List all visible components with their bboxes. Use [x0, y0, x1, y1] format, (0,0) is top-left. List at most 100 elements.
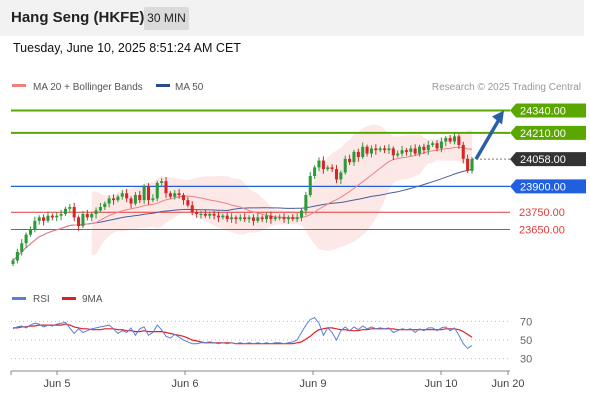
candle-body — [125, 193, 129, 199]
candle-body — [278, 217, 282, 219]
candle-body — [286, 217, 290, 220]
candle-body — [238, 217, 242, 220]
price-levels-layer — [11, 109, 510, 230]
candle-body — [265, 215, 269, 220]
candle-body — [155, 182, 159, 199]
candle-body — [212, 213, 216, 216]
candle-body — [343, 158, 347, 173]
candle-body — [295, 217, 299, 220]
rsi-tick-label: 30 — [520, 354, 532, 366]
rsi-ma-line — [13, 323, 473, 345]
candle-body — [11, 260, 15, 264]
candle-body — [28, 229, 33, 235]
ma50-legend-label: MA 50 — [175, 82, 204, 93]
candle-body — [256, 217, 260, 221]
level-label-24340: 24340.00 — [520, 106, 566, 118]
candle-body — [68, 207, 72, 209]
rsi-panel: 70 50 30 — [11, 316, 532, 366]
candle-body — [387, 148, 391, 151]
candle-body — [81, 213, 85, 227]
candle-body — [221, 215, 225, 218]
candle-body — [282, 217, 286, 220]
candle-body — [225, 215, 229, 220]
candle-body — [55, 215, 59, 218]
candle-body — [15, 251, 19, 261]
candles-layer — [11, 132, 474, 267]
candle-body — [365, 146, 369, 154]
target-arrow-head — [492, 110, 504, 125]
candle-body — [326, 167, 330, 170]
candle-body — [37, 217, 41, 221]
candle-body — [400, 150, 404, 154]
level-tag-24058 — [510, 152, 586, 167]
candle-body — [72, 207, 76, 218]
candle-body — [103, 203, 107, 208]
x-tick-label: Jun 10 — [424, 378, 457, 390]
timeframe-badge[interactable]: 30 MIN — [144, 7, 189, 30]
candle-body — [378, 148, 382, 151]
candle-body — [138, 194, 142, 201]
candle-body — [59, 213, 63, 216]
candle-body — [112, 198, 116, 201]
ma20-legend-label: MA 20 + Bollinger Bands — [33, 82, 143, 93]
candle-body — [439, 141, 443, 149]
legend: MA 20 + Bollinger Bands MA 50 Research ©… — [12, 82, 581, 305]
candle-body — [413, 148, 417, 154]
credit-text: Research © 2025 Trading Central — [432, 82, 581, 93]
candle-body — [208, 213, 212, 216]
candle-body — [107, 198, 111, 204]
candle-body — [431, 143, 435, 145]
candle-body — [374, 148, 378, 151]
instrument-title: Hang Seng (HKFE) — [11, 9, 145, 26]
candle-body — [46, 215, 50, 221]
candle-body — [94, 210, 98, 214]
level-label-23650: 23650.00 — [519, 224, 565, 236]
level-tag-24340 — [510, 103, 586, 118]
target-arrow-shaft — [474, 118, 501, 161]
candle-body — [151, 198, 155, 201]
candle-body — [50, 215, 54, 218]
candle-body — [98, 207, 102, 211]
candle-body — [452, 136, 457, 142]
candle-body — [330, 167, 334, 170]
candle-body — [85, 213, 89, 218]
candle-body — [334, 169, 339, 180]
candle-body — [466, 158, 470, 171]
candle-body — [457, 136, 461, 145]
candle-body — [168, 193, 172, 197]
candle-body — [33, 220, 37, 230]
candle-body — [164, 181, 168, 194]
candle-body — [396, 153, 400, 156]
candle-body — [42, 217, 46, 221]
candle-body — [313, 167, 317, 177]
rsi-ma-legend-label: 9MA — [82, 294, 103, 305]
x-axis: Jun 5 Jun 6 Jun 9 Jun 10 Jun 20 — [10, 370, 525, 390]
candle-body — [186, 200, 190, 206]
candle-body — [20, 243, 24, 252]
candle-body — [24, 234, 28, 244]
candle-body — [77, 217, 81, 227]
candle-body — [448, 138, 452, 142]
candle-body — [369, 148, 373, 154]
level-label-23900: 23900.00 — [520, 181, 566, 193]
candle-body — [116, 196, 120, 201]
candle-body — [129, 198, 133, 204]
candle-body — [203, 213, 207, 216]
candle-body — [190, 205, 194, 213]
candle-body — [426, 144, 430, 151]
candle-body — [251, 217, 255, 221]
candle-body — [195, 212, 199, 214]
candle-body — [243, 217, 247, 220]
x-tick-label: Jun 9 — [300, 378, 327, 390]
candle-body — [273, 217, 277, 220]
level-label-24058: 24058.00 — [520, 154, 566, 166]
candle-body — [177, 193, 181, 195]
bollinger-band — [91, 124, 472, 256]
x-tick-label: Jun 20 — [491, 378, 524, 390]
candle-body — [304, 194, 308, 211]
timestamp: Tuesday, June 10, 2025 8:51:24 AM CET — [13, 41, 241, 55]
candle-body — [199, 213, 203, 215]
ma20-legend-swatch — [12, 84, 26, 87]
candle-body — [234, 217, 238, 220]
candle-body — [308, 176, 312, 195]
